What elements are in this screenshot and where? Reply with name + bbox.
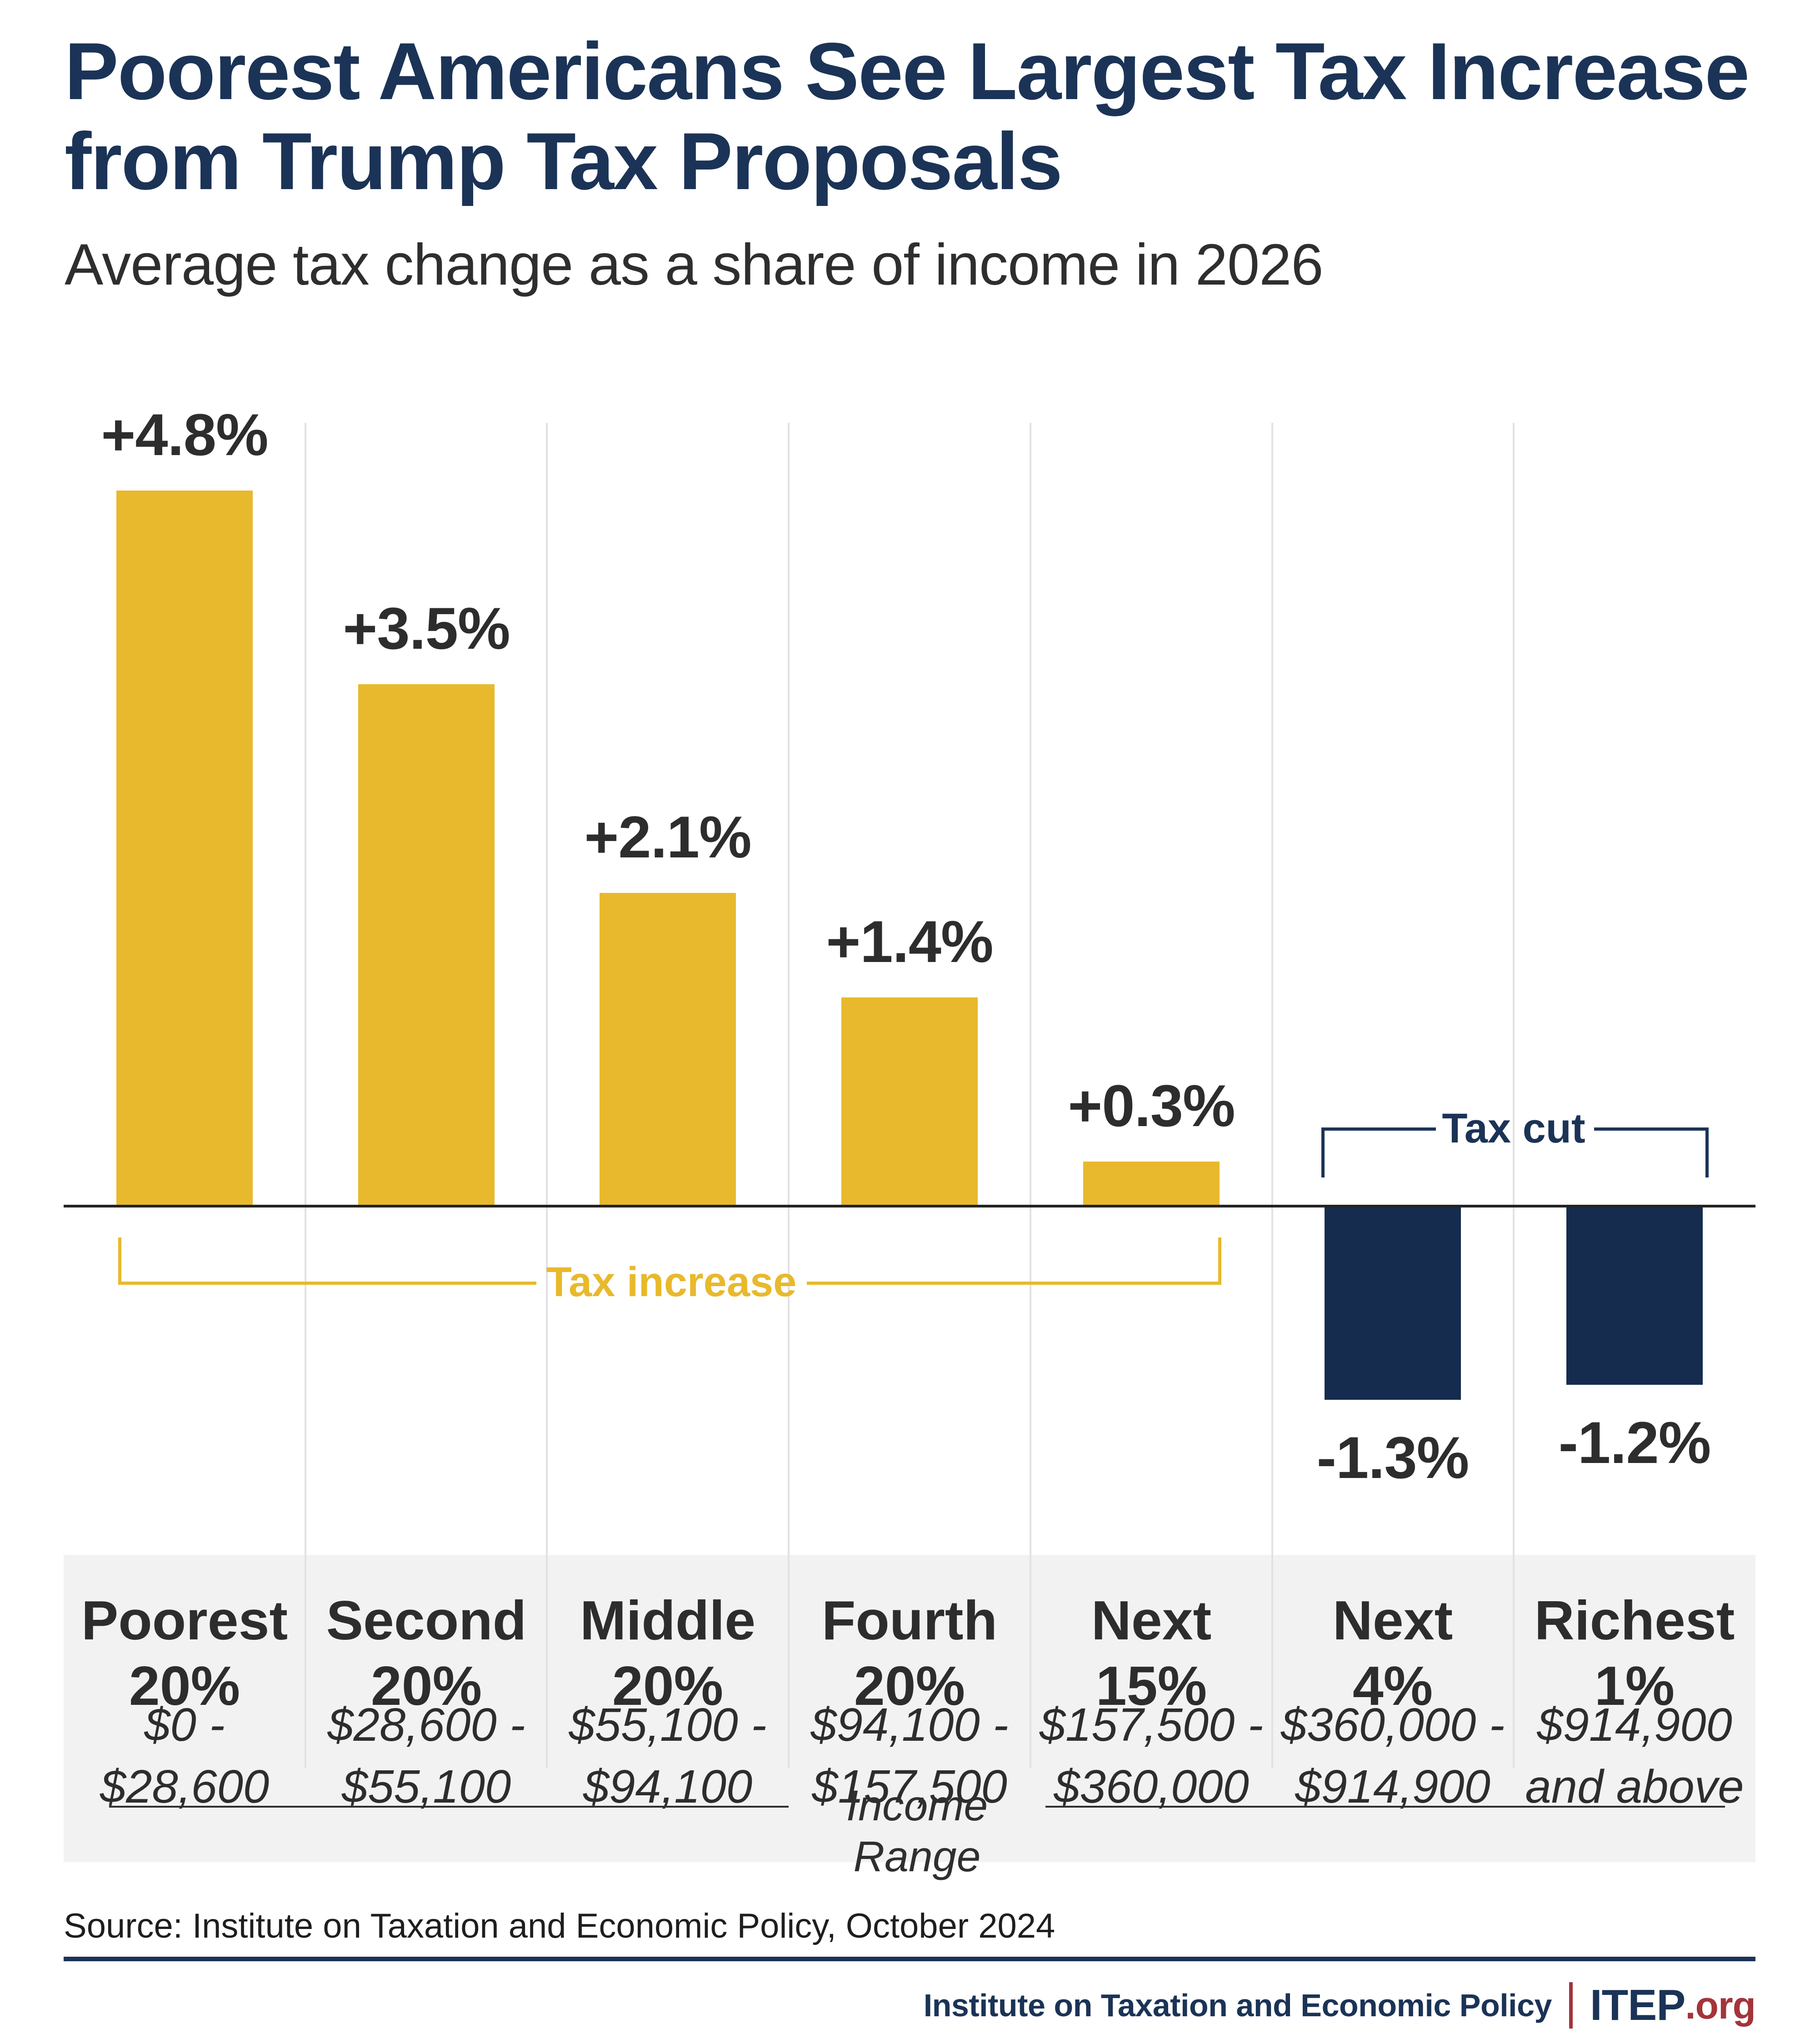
income-range-axis-line-right [1045, 1806, 1725, 1808]
category-label: Next 15% [1091, 1589, 1212, 1717]
category-band-background [64, 1555, 1755, 1862]
category-label: Middle 20% [580, 1589, 756, 1717]
income-range-axis-line-left [109, 1806, 789, 1808]
chart-subtitle: Average tax change as a share of income … [65, 232, 1323, 297]
gridline-5 [1271, 423, 1273, 1768]
tax-cut-label: Tax cut [1442, 1105, 1585, 1152]
income-range-label: $360,000 - $914,900 [1280, 1698, 1505, 1813]
page-title-line2: from Trump Tax Proposals [65, 116, 1063, 206]
tax-cut-bracket-right-hook [1705, 1127, 1709, 1177]
category-label: Poorest 20% [81, 1589, 288, 1717]
bar-middle-20- [600, 893, 736, 1206]
gridline-6 [1513, 423, 1515, 1768]
gridline-2 [546, 423, 548, 1768]
income-range-label: $28,600 - $55,100 [327, 1698, 525, 1813]
value-label: +2.1% [584, 804, 751, 870]
bar-richest-1- [1566, 1206, 1703, 1385]
footer: Institute on Taxation and Economic Polic… [64, 1976, 1756, 2035]
value-label: +0.3% [1068, 1072, 1235, 1139]
income-range-label: $914,900 and above [1525, 1698, 1744, 1813]
tax-increase-label: Tax increase [546, 1259, 797, 1305]
bar-next-4- [1325, 1206, 1461, 1400]
category-label: Next 4% [1332, 1589, 1453, 1717]
category-label: Richest 1% [1534, 1589, 1735, 1717]
tax-cut-bracket-left-segment [1321, 1127, 1436, 1131]
footer-org-name: Institute on Taxation and Economic Polic… [923, 1988, 1552, 2023]
tax-increase-bracket-left-hook [118, 1237, 121, 1285]
income-range-label: $0 - $28,600 [100, 1698, 270, 1813]
bar-fourth-20- [841, 997, 978, 1206]
gridline-3 [788, 423, 790, 1768]
tax-cut-bracket-right-segment [1594, 1127, 1709, 1131]
category-label: Second 20% [326, 1589, 527, 1717]
page-title: Poorest Americans See Largest Tax Increa… [65, 26, 1750, 206]
bar-second-20- [358, 684, 495, 1206]
income-range-label: $55,100 - $94,100 [569, 1698, 767, 1813]
bar-next-15- [1083, 1162, 1220, 1206]
footer-red-divider [1569, 1982, 1573, 2029]
value-label: -1.3% [1316, 1424, 1470, 1491]
tax-increase-bracket-left-segment [118, 1282, 536, 1285]
gridline-1 [305, 423, 306, 1768]
income-range-label: $94,100 - $157,500 [810, 1698, 1009, 1813]
category-label: Fourth 20% [821, 1589, 998, 1717]
zero-axis-line [64, 1205, 1755, 1207]
source-note: Source: Institute on Taxation and Econom… [64, 1907, 1055, 1945]
value-label: +4.8% [101, 401, 268, 468]
tax-increase-bracket-right-segment [807, 1282, 1221, 1285]
x-axis-label: Income Range [846, 1782, 988, 1881]
tax-increase-bracket-right-hook [1218, 1237, 1221, 1285]
page-title-line1: Poorest Americans See Largest Tax Increa… [65, 26, 1750, 116]
value-label: +3.5% [343, 595, 510, 661]
value-label: -1.2% [1558, 1409, 1711, 1476]
income-range-label: $157,500 - $360,000 [1039, 1698, 1264, 1813]
value-label: +1.4% [826, 908, 993, 975]
tax-cut-bracket-left-hook [1321, 1127, 1325, 1177]
gridline-4 [1030, 423, 1031, 1768]
footer-brand-org-suffix[interactable]: .org [1685, 1984, 1756, 2027]
footer-brand-itep[interactable]: ITEP [1590, 1981, 1685, 2029]
bar-poorest-20- [116, 491, 253, 1206]
footer-divider-rule [64, 1957, 1755, 1961]
